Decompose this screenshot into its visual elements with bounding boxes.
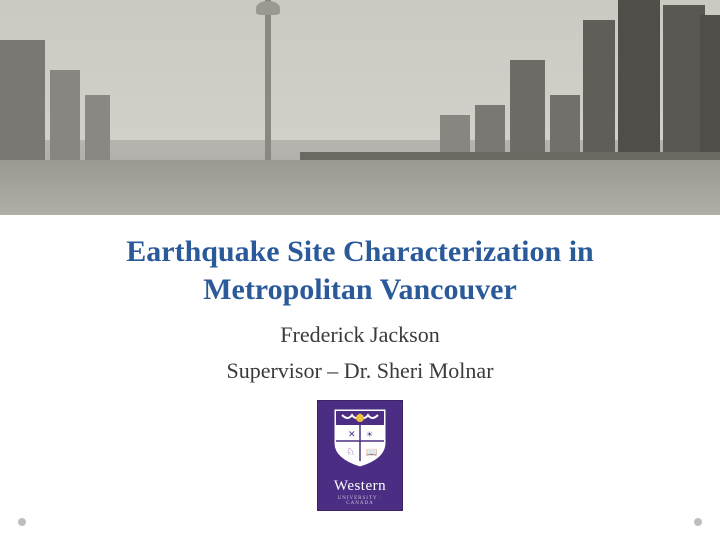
university-logo: ✕ ☀ ♘ 📖 Western UNIVERSITY · CANADA xyxy=(317,400,403,511)
banner-image xyxy=(0,0,720,215)
content-area: Earthquake Site Characterization in Metr… xyxy=(0,215,720,511)
logo-container: ✕ ☀ ♘ 📖 Western UNIVERSITY · CANADA xyxy=(0,400,720,511)
logo-name: Western xyxy=(324,478,396,495)
author-name: Frederick Jackson xyxy=(0,322,720,348)
supervisor-line: Supervisor – Dr. Sheri Molnar xyxy=(0,358,720,384)
decorative-dot-right xyxy=(694,518,702,526)
slide-title: Earthquake Site Characterization in Metr… xyxy=(0,233,720,308)
building xyxy=(0,40,45,165)
svg-text:♘: ♘ xyxy=(346,447,355,458)
logo-subtitle: UNIVERSITY · CANADA xyxy=(324,496,396,506)
building xyxy=(583,20,615,165)
building xyxy=(50,70,80,165)
building xyxy=(700,15,720,165)
tower xyxy=(265,0,271,165)
decorative-dot-left xyxy=(18,518,26,526)
shield-icon: ✕ ☀ ♘ 📖 xyxy=(332,407,388,469)
building xyxy=(663,5,705,165)
building xyxy=(510,60,545,165)
svg-text:📖: 📖 xyxy=(366,447,377,457)
building xyxy=(85,95,110,165)
svg-text:☀: ☀ xyxy=(366,430,373,439)
tower-top xyxy=(256,1,280,15)
building xyxy=(618,0,660,165)
water xyxy=(0,160,720,215)
svg-text:✕: ✕ xyxy=(348,429,356,439)
